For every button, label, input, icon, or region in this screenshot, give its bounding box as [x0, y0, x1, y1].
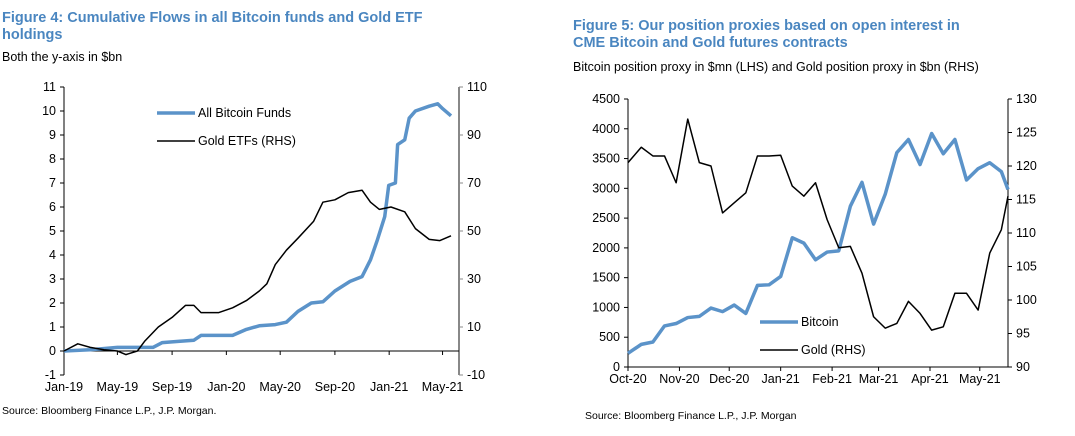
fig5-x-tick-label: Oct-20 [609, 372, 647, 386]
fig4-subtitle: Both the y-axis in $bn [2, 50, 123, 64]
fig5-x-tick-label: Feb-21 [812, 372, 852, 386]
fig5-y-tick-label: 3000 [592, 181, 620, 195]
fig5-x-tick-label: Mar-21 [859, 372, 899, 386]
fig4-y2-tick-label: 70 [467, 176, 481, 190]
fig4-legend-label: All Bitcoin Funds [198, 106, 291, 120]
fig5-y2-tick-label: 115 [1016, 193, 1036, 207]
fig5-y-tick-label: 1000 [592, 300, 620, 314]
fig5-y2-tick-label: 100 [1016, 293, 1037, 307]
fig4-title: Figure 4: Cumulative Flows in all Bitcoi… [2, 10, 423, 43]
fig4-y2-tick-label: 110 [467, 80, 487, 94]
fig4-series-line-bitcoin [63, 102, 453, 353]
fig4-y-tick-label: 1 [49, 320, 56, 334]
fig4-x-tick-label: May-20 [259, 380, 301, 394]
fig5-x-tick-label: Apr-21 [911, 372, 949, 386]
fig4-x-tick-label: May-21 [422, 380, 464, 394]
fig4-y2-tick-label: -10 [467, 368, 485, 382]
fig4-legend-label: Gold ETFs (RHS) [198, 134, 296, 148]
fig4-y-tick-label: 10 [42, 104, 56, 118]
fig5-series-line-bitcoin [627, 131, 1010, 355]
fig4-y-tick-label: -1 [45, 368, 56, 382]
fig5-subtitle: Bitcoin position proxy in $mn (LHS) and … [573, 60, 979, 74]
fig5-x-tick-label: Nov-20 [659, 372, 699, 386]
fig5-y-tick-label: 3500 [592, 152, 620, 166]
fig5-y2-tick-label: 95 [1016, 327, 1030, 341]
fig5-y-tick-label: 0 [613, 360, 620, 374]
fig4-y2-tick-label: 10 [467, 320, 481, 334]
fig4-y-tick-label: 11 [43, 80, 56, 94]
fig5-legend-label: Bitcoin [801, 315, 839, 329]
fig5-source: Source: Bloomberg Finance L.P., J.P. Mor… [585, 410, 797, 422]
fig4-y-tick-label: 3 [49, 272, 56, 286]
fig4-y-tick-label: 5 [49, 224, 56, 238]
fig5-y-tick-label: 4500 [592, 92, 620, 106]
fig5-y-tick-label: 4000 [592, 122, 620, 136]
fig5-y-tick-label: 1500 [592, 271, 620, 285]
fig5-x-tick-label: May-21 [959, 372, 1001, 386]
fig5-x-tick-label: Dec-20 [709, 372, 749, 386]
fig4-y2-tick-label: 50 [467, 224, 481, 238]
fig5-y2-tick-label: 110 [1016, 226, 1036, 240]
fig5-x-tick-label: Jan-21 [762, 372, 800, 386]
fig4-x-tick-label: Sep-19 [152, 380, 192, 394]
fig5-legend-label: Gold (RHS) [801, 343, 866, 357]
fig4-y-tick-label: 6 [49, 200, 56, 214]
fig4-y-tick-label: 9 [49, 128, 56, 142]
fig5-y-tick-label: 2000 [592, 241, 620, 255]
fig5-y2-tick-label: 130 [1016, 92, 1037, 106]
fig4-y-tick-label: 7 [49, 176, 56, 190]
fig4-x-tick-label: Jan-19 [45, 380, 83, 394]
fig4-y-tick-label: 2 [49, 296, 56, 310]
fig4-x-tick-label: Sep-20 [315, 380, 355, 394]
fig4-y2-tick-label: 90 [467, 128, 481, 142]
fig4-y-tick-label: 4 [49, 248, 56, 262]
fig4-series-line-gold [63, 189, 452, 356]
fig5-title: Figure 5: Our position proxies based on … [573, 18, 960, 51]
fig4-x-tick-label: Jan-20 [207, 380, 245, 394]
fig4-y-tick-label: 8 [49, 152, 56, 166]
fig4-y2-tick-label: 30 [467, 272, 481, 286]
fig4-source: Source: Bloomberg Finance L.P., J.P. Mor… [2, 405, 217, 417]
fig5-y2-tick-label: 90 [1016, 360, 1030, 374]
fig5-y2-tick-label: 105 [1016, 260, 1037, 274]
fig5-y2-tick-label: 120 [1016, 159, 1037, 173]
fig5-series-line-gold [627, 118, 1009, 331]
fig4-y-tick-label: 0 [49, 344, 56, 358]
fig4-x-tick-label: Jan-21 [370, 380, 408, 394]
fig4-x-tick-label: May-19 [97, 380, 139, 394]
fig5-y2-tick-label: 125 [1016, 126, 1037, 140]
fig5-y-tick-label: 2500 [592, 211, 620, 225]
fig5-y-tick-label: 500 [599, 330, 620, 344]
